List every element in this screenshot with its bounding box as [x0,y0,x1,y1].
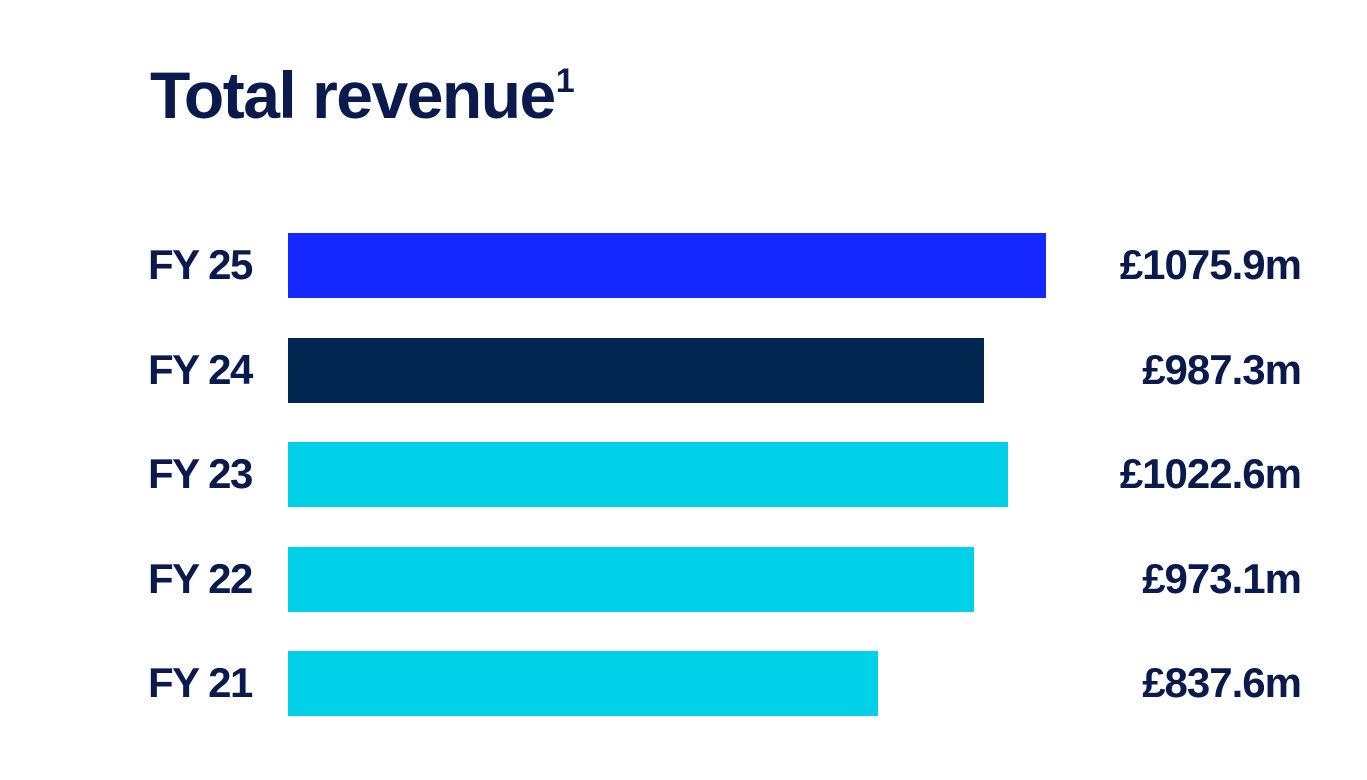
chart-title-footnote-marker: 1 [555,62,575,100]
revenue-bar [288,651,878,716]
chart-title: Total revenue1 [150,62,575,128]
category-label: FY 22 [148,554,253,602]
revenue-bar [288,442,1008,507]
value-label: £1075.9m [1119,240,1302,288]
revenue-bar [288,547,974,612]
category-label: FY 21 [148,658,253,706]
value-label: £1022.6m [1119,449,1302,497]
revenue-bar [288,233,1046,298]
category-label: FY 23 [148,449,253,497]
chart-title-text: Total revenue [150,58,556,132]
value-label: £973.1m [1142,554,1302,602]
category-label: FY 24 [148,345,253,393]
value-label: £837.6m [1142,658,1302,706]
value-label: £987.3m [1142,345,1302,393]
revenue-bar [288,338,984,403]
category-label: FY 25 [148,240,253,288]
